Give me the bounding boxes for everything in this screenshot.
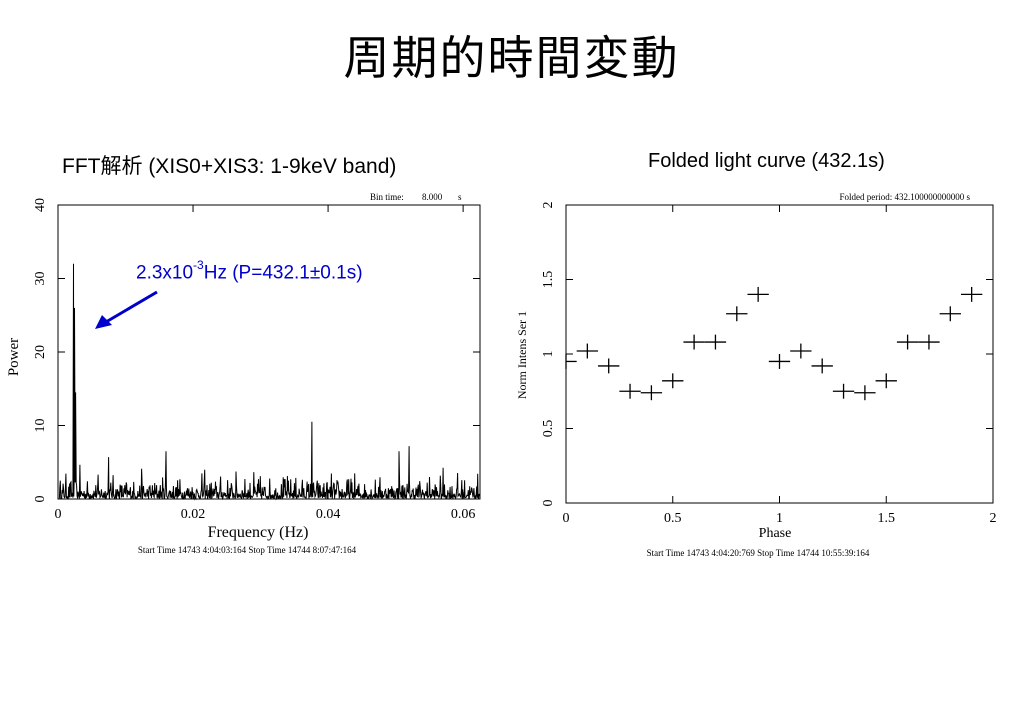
fold-x-tick-label: 2: [990, 511, 997, 526]
peak-arrow-head: [95, 315, 112, 329]
fold-point: [726, 306, 748, 322]
fold-point: [896, 334, 919, 350]
peak-arrow: [95, 290, 158, 329]
fold-point: [960, 286, 983, 302]
fold-time-footer: Start Time 14743 4:04:20:769 Stop Time 1…: [647, 548, 870, 558]
folded-light-curve: Folded period: 432.100000000000 s 0 0.5 1 1…: [515, 192, 997, 558]
fold-point: [832, 383, 855, 399]
fold-y-tick-label: 1.5: [541, 271, 556, 289]
fold-point: [790, 343, 812, 359]
fold-point: [576, 343, 599, 359]
fft-power-line: [58, 263, 481, 501]
fold-point: [747, 286, 769, 302]
fft-x-tick-label: 0.04: [316, 507, 341, 522]
fold-y-tick-label: 1: [541, 351, 556, 358]
fft-power-trace: [58, 263, 481, 501]
fft-bin-time-unit: s: [458, 192, 462, 202]
fft-y-axis-label: Power: [6, 338, 22, 376]
fold-point: [640, 385, 663, 401]
fold-point: [619, 383, 641, 399]
fold-point: [683, 334, 705, 350]
peak-annotation: 2.3x10-3Hz (P=432.1±0.1s): [136, 258, 363, 284]
fold-point: [662, 373, 684, 389]
fold-x-tick-label: 0.5: [664, 511, 682, 526]
fold-axes: 0 0.5 1 1.5 2 0 0.5 1 1.5 2: [541, 202, 997, 527]
folded-chart-title: Folded light curve (432.1s): [648, 150, 885, 172]
fft-x-tick-label: 0.06: [451, 507, 476, 522]
fold-y-tick-label: 0.5: [541, 420, 556, 438]
fold-y-tick-label: 2: [541, 202, 556, 209]
fold-y-axis-label: Norm Intens Ser 1: [515, 311, 529, 399]
fold-point: [918, 334, 940, 350]
fold-x-axis-label: Phase: [759, 526, 792, 541]
fold-point: [854, 385, 876, 401]
fft-y-tick-label: 30: [33, 272, 48, 286]
fft-y-tick-label: 20: [33, 345, 48, 359]
fft-bin-time-label: Bin time:: [370, 192, 404, 202]
fold-point: [598, 358, 620, 374]
fold-data-points: [565, 286, 983, 401]
fold-point: [565, 354, 577, 369]
fft-y-tick-label: 40: [33, 198, 48, 212]
fold-x-tick-label: 0: [563, 511, 570, 526]
slide-title: 周期的時間変動: [343, 31, 680, 85]
fft-x-tick-label: 0.02: [181, 507, 206, 522]
fft-y-tick-label: 0: [33, 496, 48, 503]
fft-axes: 0 0.02 0.04 0.06 0 10 20 30 40: [33, 198, 480, 522]
peak-arrow-shaft: [105, 290, 158, 324]
peak-annotation-exponent: -3: [193, 258, 204, 272]
fft-x-tick-label: 0: [55, 507, 62, 522]
fft-time-footer: Start Time 14743 4:04:03:164 Stop Time 1…: [138, 545, 357, 555]
fold-period-header: Folded period: 432.100000000000 s: [840, 192, 971, 202]
fft-chart-title: FFT解析 (XIS0+XIS3: 1-9keV band): [62, 155, 397, 178]
fft-plot-frame: [57, 204, 481, 500]
fold-point: [875, 373, 897, 389]
fold-point: [768, 354, 791, 369]
fold-point: [704, 334, 727, 350]
fft-power-spectrum: Bin time: 8.000 s 0 0.02 0.04 0.06 0 10 20 30 40…: [6, 192, 481, 555]
fold-y-tick-label: 0: [541, 500, 556, 507]
fft-y-tick-label: 10: [33, 419, 48, 433]
fold-point: [939, 306, 961, 322]
peak-annotation-base: 2.3x10: [136, 262, 194, 284]
peak-annotation-rest: Hz (P=432.1±0.1s): [203, 262, 363, 284]
fft-x-axis-label: Frequency (Hz): [208, 524, 309, 541]
fold-x-tick-label: 1: [776, 511, 783, 526]
fft-bin-time-value: 8.000: [422, 192, 443, 202]
fold-point: [811, 358, 833, 374]
fold-x-tick-label: 1.5: [878, 511, 896, 526]
